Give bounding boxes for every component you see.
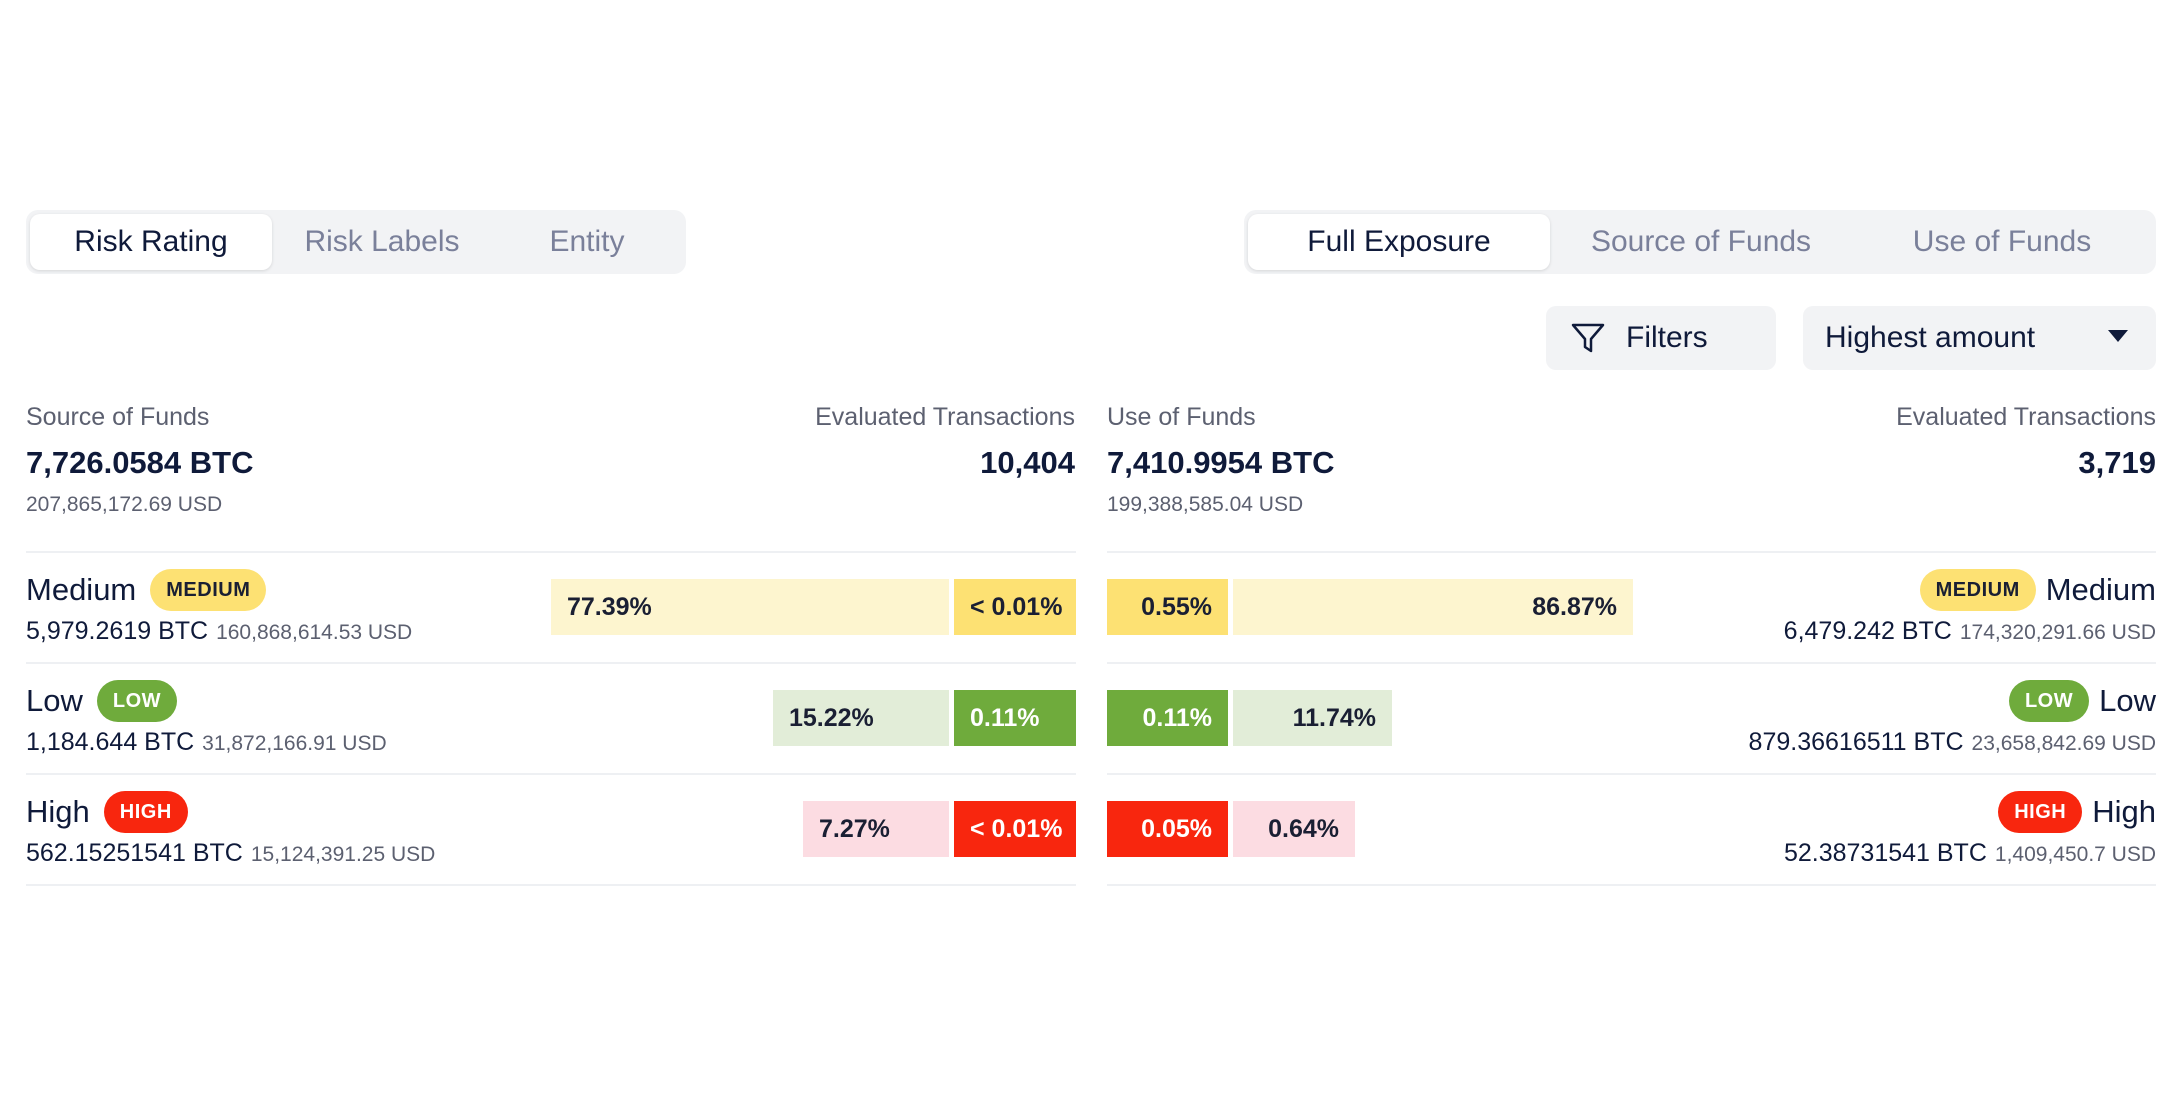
risk-view-tabs: Risk Rating Risk Labels Entity — [26, 210, 686, 274]
btc-amount: 52.38731541 BTC — [1783, 839, 1987, 867]
btc-amount: 6,479.242 BTC — [1783, 617, 1952, 645]
use-eval-value: 3,719 — [2078, 445, 2156, 480]
high-badge: HIGH — [1998, 791, 2083, 833]
use-title: Use of Funds — [1107, 403, 1256, 431]
source-usd-total: 207,865,172.69 USD — [26, 493, 223, 516]
usd-amount: 31,872,166.91 USD — [202, 732, 387, 755]
divider — [26, 884, 1076, 886]
source-btc-total: 7,726.0584 BTC — [26, 445, 254, 480]
filters-label: Filters — [1626, 321, 1708, 354]
btc-amount: 1,184.644 BTC — [26, 728, 195, 756]
risk-name: High — [2092, 794, 2156, 829]
low-badge: LOW — [2008, 680, 2090, 722]
btc-amount: 879.36616511 BTC — [1748, 728, 1964, 756]
percent-bar: 77.39% — [551, 579, 949, 635]
tab-source-of-funds[interactable]: Source of Funds — [1590, 225, 1812, 258]
percent-bar: 15.22% — [773, 690, 949, 746]
tab-use-of-funds[interactable]: Use of Funds — [1912, 225, 2092, 258]
funnel-icon — [1568, 318, 1608, 358]
source-title: Source of Funds — [26, 403, 210, 431]
low-badge: LOW — [96, 680, 178, 722]
tab-risk-rating[interactable]: Risk Rating — [30, 214, 272, 270]
use-eval-label: Evaluated Transactions — [1896, 403, 2156, 431]
use-row-medium[interactable]: 0.55% 86.87% MEDIUM Medium 6,479.242 BTC… — [1107, 563, 2156, 653]
percent-bar: 7.27% — [803, 801, 949, 857]
tab-entity[interactable]: Entity — [549, 225, 625, 258]
percent-bar: 86.87% — [1233, 579, 1633, 635]
usd-amount: 15,124,391.25 USD — [250, 843, 436, 866]
divider — [26, 662, 1076, 664]
use-btc-total: 7,410.9954 BTC — [1107, 445, 1335, 480]
percent-bar: 0.05% — [1107, 801, 1228, 857]
usd-amount: 1,409,450.7 USD — [1994, 843, 2156, 866]
usd-amount: 23,658,842.69 USD — [1971, 732, 2156, 755]
sort-dropdown[interactable]: Highest amount — [1803, 306, 2156, 370]
caret-down-icon — [2108, 330, 2128, 342]
divider — [26, 551, 1076, 553]
tab-full-exposure[interactable]: Full Exposure — [1248, 214, 1550, 270]
btc-amount: 562.15251541 BTC — [26, 839, 243, 867]
divider — [1107, 773, 2156, 775]
use-row-high[interactable]: 0.05% 0.64% HIGH High 52.38731541 BTC 1,4… — [1107, 785, 2156, 875]
percent-bar: < 0.01% — [954, 579, 1076, 635]
percent-bar: < 0.01% — [954, 801, 1076, 857]
source-row-low[interactable]: Low LOW 1,184.644 BTC 31,872,166.91 USD 1… — [26, 674, 1076, 764]
risk-name: Medium — [2045, 572, 2156, 607]
percent-bar: 0.55% — [1107, 579, 1228, 635]
filters-button[interactable]: Filters — [1546, 306, 1776, 370]
btc-amount: 5,979.2619 BTC — [26, 617, 209, 645]
risk-name: High — [26, 794, 90, 829]
percent-bar: 0.64% — [1233, 801, 1355, 857]
source-row-medium[interactable]: Medium MEDIUM 5,979.2619 BTC 160,868,614.… — [26, 563, 1076, 653]
risk-name: Low — [2099, 683, 2156, 718]
use-row-low[interactable]: 0.11% 11.74% LOW Low 879.36616511 BTC 23,… — [1107, 674, 2156, 764]
medium-badge: MEDIUM — [1919, 569, 2036, 611]
source-eval-value: 10,404 — [980, 445, 1075, 480]
exposure-tabs: Full Exposure Source of Funds Use of Fun… — [1244, 210, 2156, 274]
sort-label: Highest amount — [1825, 321, 2036, 354]
source-row-high[interactable]: High HIGH 562.15251541 BTC 15,124,391.25 … — [26, 785, 1076, 875]
high-badge: HIGH — [103, 791, 188, 833]
medium-badge: MEDIUM — [150, 569, 267, 611]
percent-bar: 0.11% — [1107, 690, 1228, 746]
use-usd-total: 199,388,585.04 USD — [1107, 493, 1304, 516]
percent-bar: 11.74% — [1233, 690, 1392, 746]
percent-bar: 0.11% — [954, 690, 1076, 746]
usd-amount: 160,868,614.53 USD — [216, 621, 413, 644]
tab-risk-labels[interactable]: Risk Labels — [304, 225, 460, 258]
risk-name: Low — [26, 683, 83, 718]
risk-name: Medium — [26, 572, 137, 607]
divider — [1107, 884, 2156, 886]
divider — [1107, 551, 2156, 553]
usd-amount: 174,320,291.66 USD — [1959, 621, 2156, 644]
divider — [1107, 662, 2156, 664]
source-eval-label: Evaluated Transactions — [815, 403, 1075, 431]
divider — [26, 773, 1076, 775]
